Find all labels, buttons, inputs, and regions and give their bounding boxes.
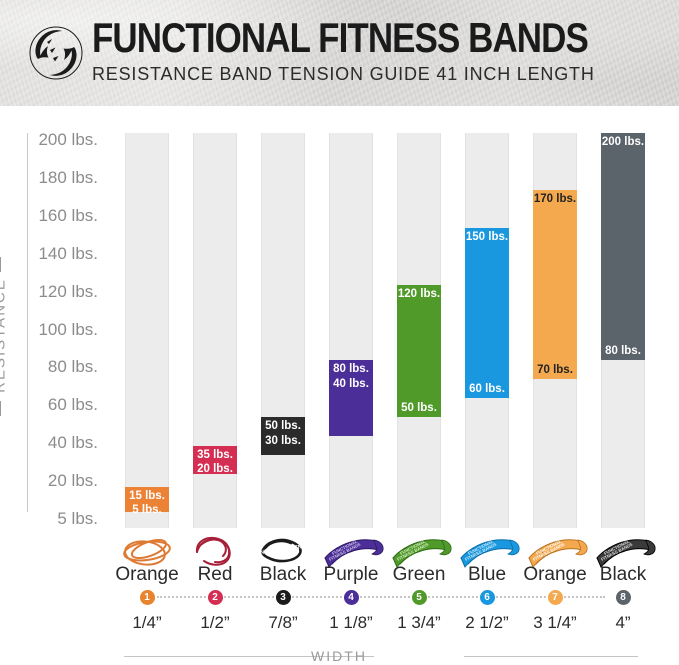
- svg-text:FUNCTIONAL FITNESS: FUNCTIONAL FITNESS: [253, 543, 314, 557]
